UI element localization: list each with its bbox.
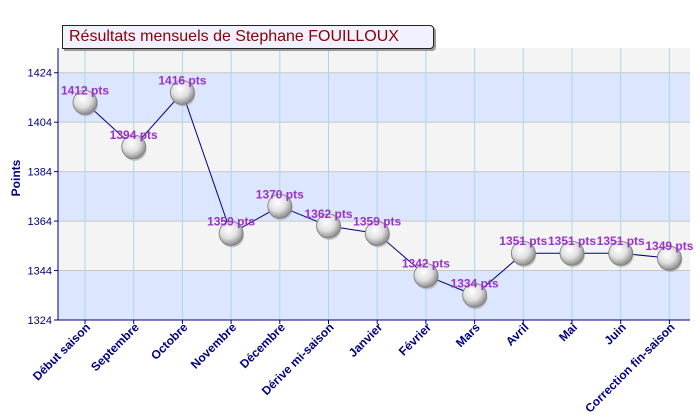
data-point-marker — [316, 213, 341, 239]
data-point — [121, 134, 147, 161]
grid-band — [58, 270, 690, 320]
x-tick-label: Février — [396, 320, 434, 358]
data-point — [267, 193, 293, 221]
x-tick-label: Octobre — [148, 320, 191, 363]
data-label: 1351 pts — [548, 234, 596, 248]
y-tick-label: 1384 — [28, 167, 52, 179]
x-tick-label: Juin — [601, 320, 628, 347]
y-tick-label: 1364 — [28, 216, 52, 228]
data-label: 1351 pts — [499, 234, 547, 248]
grid-band — [58, 48, 690, 73]
data-label: 1334 pts — [451, 276, 499, 290]
data-point-marker — [121, 134, 147, 160]
grid-band — [58, 72, 690, 123]
data-point — [510, 240, 537, 268]
data-label: 1412 pts — [61, 83, 109, 97]
data-label: 1342 pts — [402, 256, 450, 270]
data-point-marker — [413, 263, 439, 288]
data-point-marker — [218, 221, 244, 246]
data-label: 1362 pts — [304, 207, 352, 221]
x-tick-label: Décembre — [237, 320, 288, 371]
data-point — [559, 240, 585, 268]
data-label: 1359 pts — [353, 214, 401, 228]
y-axis-label: Points — [9, 159, 23, 196]
y-tick-label: 1404 — [28, 117, 52, 129]
y-tick-label: 1344 — [28, 266, 52, 278]
x-tick-label: Avril — [503, 320, 531, 348]
data-point-marker — [657, 245, 682, 271]
data-label: 1349 pts — [645, 239, 693, 253]
chart-title-box: Résultats mensuels de Stephane FOUILLOUX — [62, 25, 434, 49]
data-point — [316, 213, 342, 241]
data-label: 1351 pts — [597, 234, 645, 248]
x-tick-label: Novembre — [188, 320, 240, 372]
data-label: 1359 pts — [207, 214, 255, 228]
data-point-marker — [462, 282, 488, 308]
data-point-marker — [267, 193, 293, 219]
data-point — [608, 240, 634, 268]
data-point — [72, 90, 98, 117]
data-point-marker — [72, 90, 98, 115]
data-label: 1370 pts — [256, 187, 304, 201]
x-tick-label: Septembre — [88, 320, 142, 374]
y-tick-label: 1424 — [28, 68, 52, 80]
x-tick-label: Début saison — [30, 320, 93, 383]
data-label: 1394 pts — [110, 128, 158, 142]
y-tick-label: 1324 — [28, 315, 52, 327]
data-point — [169, 80, 196, 107]
x-tick-label: Correction fin-saison — [582, 320, 677, 415]
data-point-marker — [608, 240, 634, 266]
chart-title: Résultats mensuels de Stephane FOUILLOUX — [69, 28, 399, 45]
x-tick-label: Mai — [556, 320, 580, 344]
data-point — [218, 221, 245, 248]
x-tick-label: Mars — [453, 320, 483, 350]
data-point — [462, 282, 488, 310]
grid-band — [58, 122, 690, 172]
x-tick-label: Janvier — [346, 320, 386, 360]
grid-band — [58, 171, 690, 222]
data-point — [364, 221, 391, 248]
data-point — [413, 263, 439, 290]
data-point — [657, 245, 683, 273]
data-point-marker — [169, 80, 195, 105]
data-point-marker — [510, 240, 536, 266]
data-label: 1416 pts — [158, 74, 206, 88]
data-point-marker — [364, 221, 390, 246]
data-point-marker — [559, 240, 585, 266]
